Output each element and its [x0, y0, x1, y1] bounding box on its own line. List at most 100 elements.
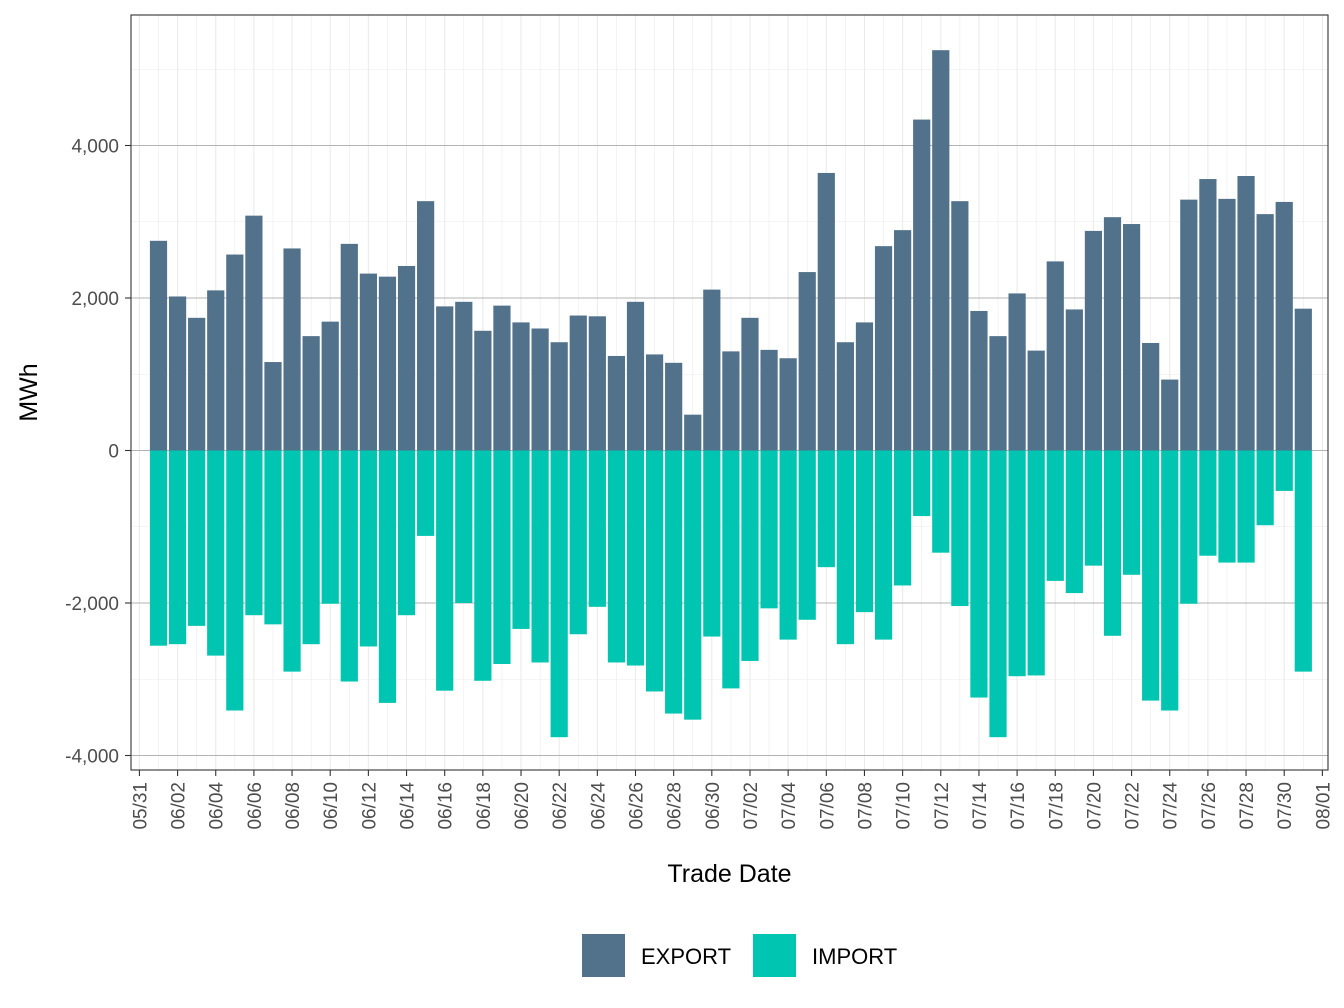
bar-export-07-18 [1046, 261, 1064, 451]
bar-import-06-12 [359, 450, 377, 647]
bar-import-07-05 [798, 450, 816, 620]
legend-label-import: IMPORT [812, 944, 897, 969]
bar-import-06-17 [455, 450, 473, 603]
bar-import-06-15 [417, 450, 435, 536]
bar-import-06-30 [703, 450, 721, 637]
bar-export-07-13 [951, 201, 969, 451]
x-tick-label: 07/26 [1199, 782, 1220, 830]
bar-import-07-26 [1199, 450, 1217, 556]
bar-export-07-06 [817, 172, 835, 451]
bar-import-06-27 [645, 450, 664, 692]
bar-import-06-08 [283, 450, 301, 672]
bar-export-06-11 [340, 243, 358, 451]
bar-import-06-13 [378, 450, 397, 703]
x-tick-label: 05/31 [130, 782, 151, 830]
bar-import-06-18 [474, 450, 492, 681]
bar-export-07-08 [855, 322, 874, 451]
bar-export-07-04 [779, 358, 797, 451]
bar-export-06-15 [417, 201, 435, 451]
bar-export-07-02 [741, 317, 759, 451]
x-tick-label: 07/12 [932, 782, 953, 830]
bar-import-06-06 [245, 450, 263, 616]
bar-import-07-22 [1122, 450, 1141, 575]
bar-import-06-09 [302, 450, 320, 645]
bar-import-06-26 [626, 450, 645, 666]
bar-import-07-15 [989, 450, 1007, 738]
bar-import-06-04 [207, 450, 225, 656]
bar-export-06-13 [378, 276, 397, 451]
bar-export-07-28 [1237, 176, 1255, 451]
bar-export-06-01 [149, 240, 168, 451]
bar-export-06-04 [207, 290, 225, 451]
bar-import-06-23 [569, 450, 587, 635]
bar-export-06-09 [302, 336, 320, 451]
bar-export-07-11 [913, 119, 931, 451]
bar-import-07-01 [722, 450, 740, 689]
bar-import-06-02 [168, 450, 187, 645]
x-tick-label: 07/24 [1161, 782, 1182, 830]
bar-import-07-21 [1103, 450, 1122, 636]
bar-import-06-25 [607, 450, 626, 663]
x-tick-label: 07/14 [970, 782, 991, 830]
bar-export-06-20 [512, 322, 530, 451]
bar-import-07-27 [1218, 450, 1236, 563]
bar-import-07-10 [894, 450, 912, 586]
x-tick-label: 07/18 [1046, 782, 1067, 830]
bar-export-06-23 [569, 315, 587, 451]
bar-export-06-14 [397, 265, 416, 451]
bars [149, 50, 1312, 738]
bar-export-06-06 [245, 215, 263, 451]
bar-export-06-12 [359, 273, 377, 451]
x-tick-label: 07/10 [894, 782, 915, 830]
bar-import-07-04 [779, 450, 797, 640]
bar-export-06-07 [264, 362, 282, 451]
x-tick-label: 06/30 [703, 782, 724, 830]
bar-export-06-17 [455, 301, 473, 451]
x-tick-label: 06/20 [512, 782, 533, 830]
x-tick-label: 06/08 [283, 782, 304, 830]
bar-export-07-09 [874, 246, 893, 451]
legend-key-import [753, 934, 796, 977]
x-tick-label: 08/01 [1313, 782, 1334, 830]
bar-export-06-27 [645, 354, 664, 451]
bar-import-07-23 [1142, 450, 1160, 701]
bar-export-07-01 [722, 351, 740, 451]
bar-export-07-27 [1218, 198, 1236, 451]
bar-import-06-16 [436, 450, 454, 691]
x-tick-label: 06/28 [665, 782, 686, 830]
bar-export-07-12 [932, 50, 950, 451]
bar-import-06-01 [149, 450, 168, 646]
bar-export-06-19 [493, 305, 511, 451]
x-tick-label: 06/04 [207, 782, 228, 830]
bar-export-07-20 [1084, 230, 1103, 451]
bar-import-06-29 [684, 450, 702, 720]
y-tick-label: -2,000 [65, 594, 119, 615]
bar-import-06-24 [588, 450, 606, 607]
bar-export-06-29 [684, 414, 702, 451]
bar-import-07-18 [1046, 450, 1064, 581]
bar-import-06-14 [397, 450, 416, 616]
x-tick-label: 06/10 [321, 782, 342, 830]
bar-import-07-11 [913, 450, 931, 517]
y-axis-title: MWh [15, 363, 43, 421]
bar-export-06-28 [665, 362, 683, 451]
bar-export-07-30 [1275, 201, 1293, 451]
bar-export-07-26 [1199, 179, 1217, 451]
x-tick-label: 07/22 [1123, 782, 1144, 830]
bar-import-06-22 [550, 450, 568, 738]
bar-export-06-02 [168, 296, 187, 451]
bar-import-07-17 [1027, 450, 1045, 676]
bar-export-07-16 [1008, 293, 1026, 451]
bar-export-06-25 [607, 355, 626, 451]
x-tick-label: 07/02 [741, 782, 762, 830]
bar-export-06-18 [474, 330, 492, 451]
bar-import-06-10 [321, 450, 339, 604]
y-axis: -4,000 -2,000 0 2,000 4,000 [65, 137, 131, 768]
x-tick-label: 06/12 [359, 782, 380, 830]
x-tick-label: 07/20 [1084, 782, 1105, 830]
x-tick-label: 06/02 [169, 782, 190, 830]
x-tick-label: 06/26 [627, 782, 648, 830]
bar-export-06-10 [321, 321, 339, 451]
bar-export-07-17 [1027, 350, 1045, 451]
bar-export-06-24 [588, 316, 606, 451]
